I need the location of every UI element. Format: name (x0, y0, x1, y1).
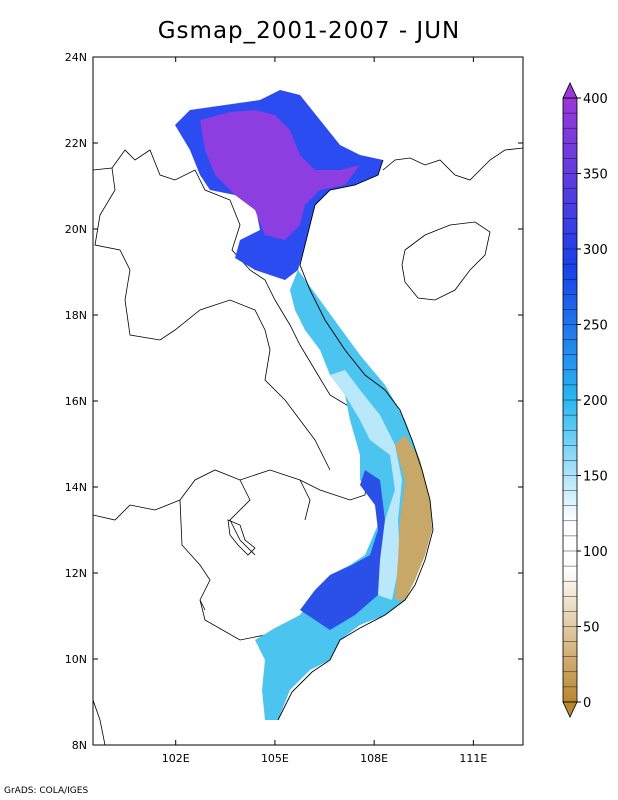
lat-tick-label: 10N (65, 653, 87, 666)
colorbar-label: 350 (583, 168, 608, 183)
delta-cyan-fill (290, 270, 330, 345)
southern-blue-fill (300, 470, 385, 630)
vietnam-coastline (277, 159, 434, 721)
tan-dry-fill (395, 435, 432, 600)
north-purple-fill (200, 110, 360, 240)
china-coast-outline (382, 147, 523, 181)
colorbar-top-arrow (562, 82, 578, 99)
lake-outline (227, 519, 256, 556)
lon-tick-label: 111E (459, 752, 487, 765)
grads-credit: GrADS: COLA/IGES (4, 786, 89, 796)
hainan-island-outline (401, 221, 491, 301)
colorbar-label: 50 (583, 621, 600, 636)
page-title: Gsmap_2001-2007 - JUN (157, 18, 461, 44)
map-content (93, 90, 523, 745)
colorbar-label: 400 (583, 92, 608, 107)
lat-tick-label: 16N (65, 395, 87, 408)
lat-tick-label: 22N (65, 137, 87, 150)
colorbar-levels (563, 97, 577, 703)
lon-tick-label: 105E (261, 752, 289, 765)
light-cyan-fill (330, 370, 402, 600)
vietnam-south-fill (255, 270, 432, 720)
latitude-axis: 24N 22N 20N 18N 16N 14N 12N 10N 8N (65, 51, 523, 752)
lat-tick-label: 12N (65, 567, 87, 580)
lat-tick-label: 8N (72, 739, 87, 752)
lon-tick-label: 102E (162, 752, 190, 765)
colorbar-label: 100 (583, 545, 608, 560)
colorbar-label: 150 (583, 470, 608, 485)
colorbar-bottom-arrow (562, 701, 578, 718)
lat-tick-label: 14N (65, 481, 87, 494)
lon-tick-label: 108E (360, 752, 388, 765)
colorbar-labels: 0 50 100 150 200 250 300 350 400 (577, 92, 608, 711)
gulf-of-thailand-coast (93, 599, 206, 745)
inner-border-1 (94, 167, 331, 471)
lat-tick-label: 20N (65, 223, 87, 236)
colorbar-label: 300 (583, 243, 608, 258)
colorbar-label: 0 (583, 696, 591, 711)
colorbar-label: 200 (583, 394, 608, 409)
lat-tick-label: 18N (65, 309, 87, 322)
colorbar-label: 250 (583, 319, 608, 334)
cambodia-border (93, 479, 311, 556)
laos-thailand-border (93, 149, 369, 641)
longitude-axis: 102E 105E 108E 111E (162, 57, 487, 765)
lat-tick-label: 24N (65, 51, 87, 64)
colorbar: 0 50 100 150 200 250 300 350 400 (562, 82, 608, 718)
